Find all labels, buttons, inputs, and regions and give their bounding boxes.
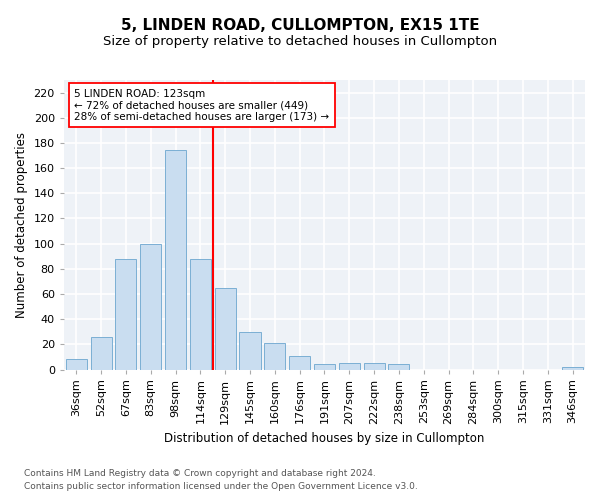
Bar xyxy=(91,337,112,370)
Bar xyxy=(289,356,310,370)
Text: 5, LINDEN ROAD, CULLOMPTON, EX15 1TE: 5, LINDEN ROAD, CULLOMPTON, EX15 1TE xyxy=(121,18,479,32)
Bar xyxy=(264,343,286,369)
Bar xyxy=(65,360,87,370)
Bar xyxy=(239,332,260,370)
Text: Contains public sector information licensed under the Open Government Licence v3: Contains public sector information licen… xyxy=(24,482,418,491)
Bar xyxy=(115,258,136,370)
Bar xyxy=(165,150,186,370)
Text: 5 LINDEN ROAD: 123sqm
← 72% of detached houses are smaller (449)
28% of semi-det: 5 LINDEN ROAD: 123sqm ← 72% of detached … xyxy=(74,88,329,122)
X-axis label: Distribution of detached houses by size in Cullompton: Distribution of detached houses by size … xyxy=(164,432,485,445)
Bar xyxy=(215,288,236,370)
Text: Contains HM Land Registry data © Crown copyright and database right 2024.: Contains HM Land Registry data © Crown c… xyxy=(24,468,376,477)
Bar xyxy=(314,364,335,370)
Bar xyxy=(388,364,409,370)
Bar xyxy=(190,258,211,370)
Bar xyxy=(338,363,360,370)
Bar xyxy=(364,363,385,370)
Y-axis label: Number of detached properties: Number of detached properties xyxy=(15,132,28,318)
Bar xyxy=(140,244,161,370)
Bar xyxy=(562,367,583,370)
Text: Size of property relative to detached houses in Cullompton: Size of property relative to detached ho… xyxy=(103,35,497,48)
